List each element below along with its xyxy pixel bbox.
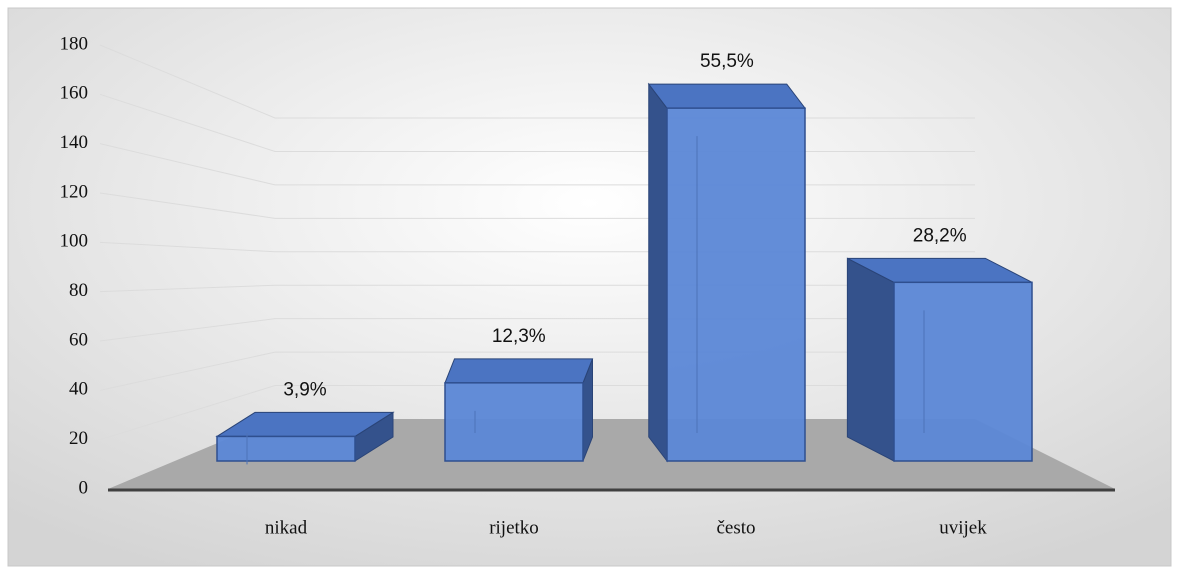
y-tick-label: 120 <box>60 181 89 202</box>
y-tick-label: 60 <box>69 329 88 350</box>
bar <box>444 382 584 462</box>
bar <box>666 107 806 462</box>
bar <box>216 435 356 462</box>
data-annotation: 12,3% <box>492 326 546 347</box>
bar <box>893 281 1033 462</box>
y-tick-label: 80 <box>69 280 88 301</box>
x-tick-label: rijetko <box>489 517 539 538</box>
data-annotation: 3,9% <box>283 379 326 400</box>
y-tick-label: 180 <box>60 33 89 54</box>
y-tick-label: 100 <box>60 231 89 252</box>
y-tick-label: 0 <box>79 477 89 498</box>
data-annotation: 55,5% <box>700 51 754 72</box>
y-tick-label: 40 <box>69 379 88 400</box>
y-tick-label: 140 <box>60 132 89 153</box>
bar-side <box>846 257 895 462</box>
bar-top <box>647 83 807 109</box>
bar-top <box>444 358 594 384</box>
x-tick-label: često <box>716 517 755 538</box>
data-annotation: 28,2% <box>913 225 967 246</box>
y-tick-label: 20 <box>69 428 88 449</box>
bar-side <box>648 82 668 463</box>
y-tick-label: 160 <box>60 83 89 104</box>
x-tick-label: nikad <box>265 517 308 538</box>
x-tick-label: uvijek <box>939 517 987 538</box>
